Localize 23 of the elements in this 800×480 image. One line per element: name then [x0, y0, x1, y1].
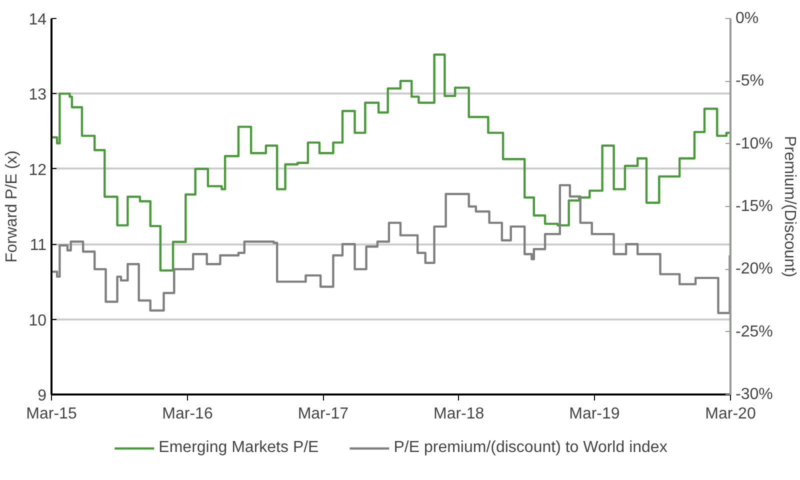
y2-tick-label: 0%: [736, 10, 759, 27]
x-tick-label: Mar-20: [705, 406, 756, 422]
y2-tick-label: -20%: [736, 260, 773, 278]
y-tick-label: 13: [28, 86, 47, 104]
x-tick-label: Mar-18: [433, 406, 484, 422]
x-tick-label: Mar-19: [569, 406, 620, 422]
y-tick-label: 12: [28, 162, 47, 179]
y2-tick-label: -10%: [736, 135, 773, 152]
y-axis-title: Forward P/E (x): [4, 150, 21, 263]
y-tick-label: 10: [28, 312, 47, 330]
legend-label: Emerging Markets P/E: [158, 438, 319, 456]
y2-tick-label: -15%: [736, 198, 773, 215]
x-tick-label: Mar-15: [26, 406, 77, 422]
y-tick-label: 9: [38, 388, 47, 404]
legend-label: P/E premium/(discount) to World index: [394, 438, 668, 456]
y-tick-label: 11: [30, 237, 47, 254]
y2-tick-label: -25%: [736, 323, 773, 340]
x-tick-label: Mar-16: [162, 406, 213, 422]
x-tick-label: Mar-17: [298, 406, 349, 422]
y2-axis-title: Premium/(Discount): [780, 136, 798, 278]
y2-tick-label: -5%: [736, 72, 764, 90]
y-tick-label: 14: [28, 12, 47, 28]
y2-tick-label: -30%: [736, 386, 773, 403]
